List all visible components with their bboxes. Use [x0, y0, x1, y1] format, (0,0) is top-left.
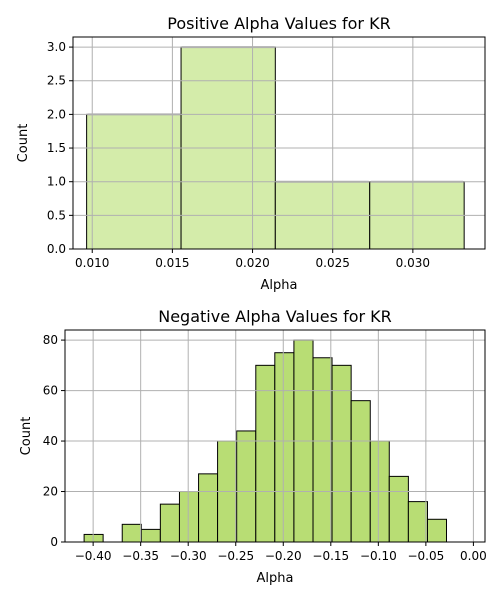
histogram-bar: [426, 518, 447, 543]
y-tick-label: 2.0: [47, 107, 66, 121]
x-tick-label: −0.35: [122, 549, 159, 563]
y-tick-label: 0.0: [47, 242, 66, 256]
x-tick-label: −0.05: [407, 549, 444, 563]
x-tick-label: 0.030: [396, 256, 430, 270]
histogram-bar: [350, 400, 371, 543]
histogram-bar: [255, 364, 276, 543]
y-axis-label: Count: [19, 417, 34, 456]
x-tick-label: 0.015: [155, 256, 189, 270]
histogram-bar: [388, 475, 409, 543]
histogram-bar: [121, 523, 142, 543]
y-tick-label: 2.5: [47, 74, 66, 88]
y-tick-label: 0: [50, 535, 58, 549]
y-tick-label: 20: [43, 485, 58, 499]
y-tick-label: 80: [43, 333, 58, 347]
x-tick-label: 0.020: [235, 256, 269, 270]
chart-title: Positive Alpha Values for KR: [167, 14, 390, 33]
x-tick-label: −0.20: [265, 549, 302, 563]
y-tick-label: 60: [43, 384, 58, 398]
histogram-bar: [140, 528, 161, 543]
y-tick-label: 0.5: [47, 208, 66, 222]
histogram-bar: [198, 473, 219, 543]
histogram-bar: [178, 491, 200, 543]
y-tick-label: 1.0: [47, 175, 66, 189]
axes-frame: [64, 329, 486, 543]
histogram-bar: [274, 352, 295, 543]
x-tick-label: −0.15: [312, 549, 349, 563]
histogram-bar: [236, 430, 257, 543]
axes-frame: [72, 36, 486, 250]
x-tick-label: −0.25: [217, 549, 254, 563]
histogram-bar: [407, 501, 428, 543]
y-axis-label: Count: [16, 124, 31, 163]
x-axis-label: Alpha: [257, 571, 294, 586]
x-tick-label: −0.10: [360, 549, 397, 563]
x-tick-label: 0.00: [460, 549, 487, 563]
x-axis-label: Alpha: [261, 278, 298, 293]
histogram-bar: [331, 364, 352, 543]
y-tick-label: 3.0: [47, 40, 66, 54]
negative-alpha-histogram: −0.40 −0.35 −0.30 −0.25 −0.20 −0.15 −0.10 −0.05…: [19, 307, 487, 586]
histogram-bar: [312, 357, 333, 543]
chart-title: Negative Alpha Values for KR: [158, 307, 392, 326]
x-tick-label: 0.025: [316, 256, 350, 270]
y-tick-label: 40: [43, 434, 58, 448]
y-tick-label: 1.5: [47, 141, 66, 155]
positive-alpha-histogram: 0.010 0.015 0.020 0.025 0.030 0.0 0.5 1.0 1.5 2.0…: [16, 14, 486, 293]
histogram-bar: [159, 503, 180, 543]
x-tick-label: 0.010: [75, 256, 109, 270]
x-tick-label: −0.30: [170, 549, 207, 563]
x-tick-label: −0.40: [75, 549, 112, 563]
